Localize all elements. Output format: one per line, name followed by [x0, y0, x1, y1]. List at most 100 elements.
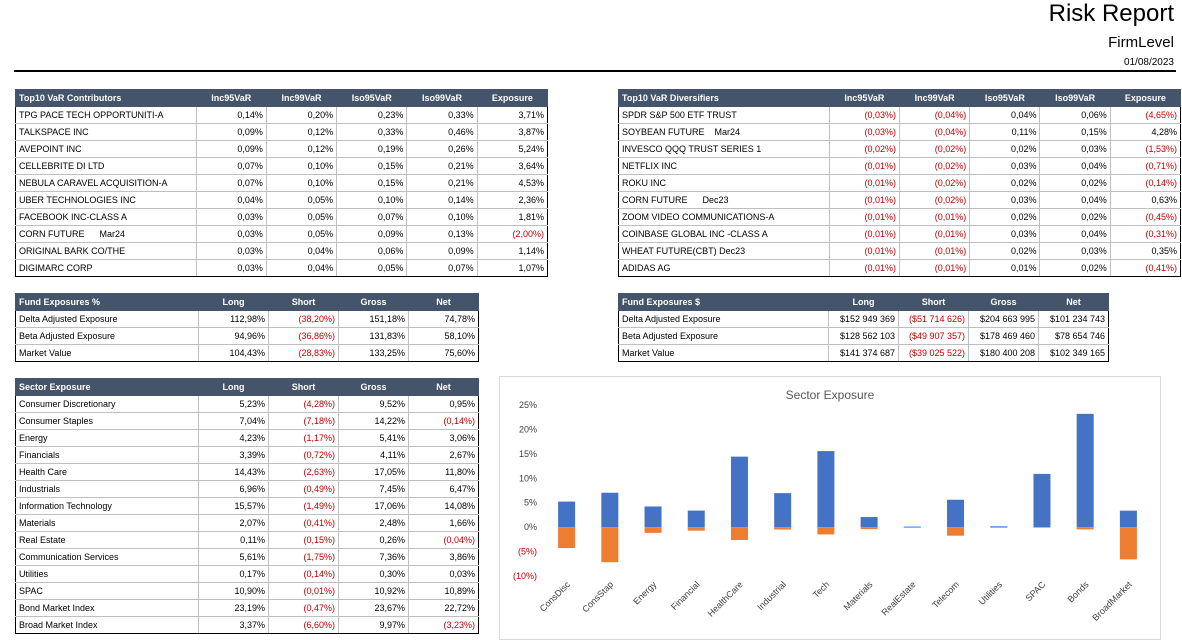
table-row: Information Technology 15,57% (1,49%) 17,06…: [15, 497, 479, 515]
x-tick-label: Utilities: [977, 579, 1005, 607]
table-cell: 2,48%: [338, 514, 409, 532]
table-row: AVEPOINT INC 0,09% 0,12% 0,19% 0,26% 5,24%: [15, 140, 549, 158]
x-tick-label: Energy: [631, 579, 659, 607]
table-cell: 0,21%: [406, 174, 478, 192]
table-cell: 0,02%: [1039, 259, 1111, 277]
table-cell: (2,63%): [268, 463, 339, 481]
table-cell: (4,65%): [1109, 106, 1182, 124]
table-cell: 0,15%: [1039, 123, 1111, 141]
bar-short: [601, 527, 619, 563]
table-cell: 0,05%: [265, 225, 338, 243]
table-cell: 0,02%: [969, 140, 1041, 158]
table-cell: 9,97%: [338, 616, 409, 634]
row-label: Market Value: [15, 344, 199, 362]
table-cell: 0,07%: [195, 174, 267, 192]
row-label: Broad Market Index: [15, 616, 199, 634]
column-header: Gross: [338, 378, 409, 396]
row-label: SOYBEAN FUTURE Mar24: [618, 123, 830, 141]
table-cell: 1,14%: [476, 242, 549, 260]
column-header: Net: [408, 293, 479, 311]
row-label: AVEPOINT INC: [15, 140, 197, 158]
table-cell: (0,15%): [268, 531, 339, 549]
bar-short: [687, 527, 705, 531]
column-header: Short: [268, 293, 339, 311]
table-cell: 0,30%: [338, 565, 409, 583]
table-row: ZOOM VIDEO COMMUNICATIONS-A (0,01%) (0,01%…: [618, 208, 1182, 226]
row-label: COINBASE GLOBAL INC -CLASS A: [618, 225, 830, 243]
table-cell: (0,01%): [828, 242, 900, 260]
table-cell: 0,95%: [408, 395, 479, 413]
table-cell: 0,03%: [195, 208, 267, 226]
table-cell: 7,04%: [198, 412, 269, 430]
table-cell: 74,78%: [408, 310, 479, 328]
bar-long: [903, 526, 921, 528]
table-cell: 4,23%: [198, 429, 269, 447]
y-tick-label: 10%: [519, 473, 537, 483]
table-cell: 0,12%: [265, 123, 338, 141]
table-cell: 0,04%: [1039, 157, 1111, 175]
table-cell: 0,05%: [336, 259, 408, 277]
row-label: ORIGINAL BARK CO/THE: [15, 242, 197, 260]
column-header: Exposure: [1109, 89, 1182, 107]
table-cell: (0,03%): [828, 123, 900, 141]
bar-short: [990, 527, 1008, 528]
table-cell: $128 562 103: [828, 327, 899, 345]
table-cell: 1,66%: [408, 514, 479, 532]
row-label: Materials: [15, 514, 199, 532]
bar-long: [558, 501, 576, 528]
table-cell: 0,03%: [1039, 140, 1111, 158]
x-tick-label: Industrial: [755, 579, 788, 612]
bar-long: [860, 517, 878, 528]
row-label: Information Technology: [15, 497, 199, 515]
table-cell: 112,98%: [198, 310, 269, 328]
table-cell: 7,45%: [338, 480, 409, 498]
table-cell: (36,86%): [268, 327, 339, 345]
table-cell: 14,08%: [408, 497, 479, 515]
table-cell: (7,18%): [268, 412, 339, 430]
table-cell: (0,01%): [898, 208, 971, 226]
row-label: CORN FUTURE Dec23: [618, 191, 830, 209]
chart-title: Sector Exposure: [786, 388, 875, 402]
table-cell: 0,11%: [198, 531, 269, 549]
table-cell: 131,83%: [338, 327, 409, 345]
table-cell: $152 949 369: [828, 310, 899, 328]
table-row: TALKSPACE INC 0,09% 0,12% 0,33% 0,46% 3,87%: [15, 123, 549, 141]
column-header: Exposure: [476, 89, 549, 107]
table-cell: 0,33%: [406, 106, 478, 124]
table-cell: $178 469 460: [968, 327, 1039, 345]
table-cell: 0,13%: [406, 225, 478, 243]
bar-long: [947, 499, 965, 528]
table-cell: (0,14%): [408, 412, 479, 430]
bar-short: [860, 527, 878, 530]
table-cell: 11,80%: [408, 463, 479, 481]
table-cell: (0,31%): [1109, 225, 1182, 243]
table-cell: (0,01%): [898, 259, 971, 277]
row-label: CORN FUTURE Mar24: [15, 225, 197, 243]
sector-exposure-chart: Sector Exposure 25% 20% 15% 10% 5% 0% (5%) (10%…: [499, 376, 1161, 640]
row-label: Communication Services: [15, 548, 199, 566]
table-cell: 0,03%: [1039, 242, 1111, 260]
bar-long: [990, 526, 1008, 528]
table-cell: (0,01%): [828, 208, 900, 226]
table-cell: 0,03%: [969, 225, 1041, 243]
table-row: Utilities 0,17% (0,14%) 0,30% 0,03%: [15, 565, 479, 583]
table-cell: (0,04%): [898, 123, 971, 141]
table-row: Bond Market Index 23,19% (0,47%) 23,67% 22,7…: [15, 599, 479, 617]
sector-chart-svg: Sector Exposure 25% 20% 15% 10% 5% 0% (5%) (10%…: [513, 388, 1137, 623]
table-cell: 4,28%: [1109, 123, 1182, 141]
table-title: Fund Exposures %: [15, 293, 199, 311]
table-cell: 0,02%: [969, 208, 1041, 226]
table-cell: 75,60%: [408, 344, 479, 362]
table-cell: 5,23%: [198, 395, 269, 413]
table-cell: 3,37%: [198, 616, 269, 634]
table-cell: 17,06%: [338, 497, 409, 515]
table-row: Broad Market Index 3,37% (6,60%) 9,97% (3,23…: [15, 616, 479, 634]
fund-exposures-pct-table: Fund Exposures % Long Short Gross Net Delta A…: [15, 293, 479, 362]
bar-long: [730, 456, 748, 528]
table-row: ADIDAS AG (0,01%) (0,01%) 0,01% 0,02% (0,41%): [618, 259, 1182, 277]
table-cell: 0,06%: [336, 242, 408, 260]
table-row: WHEAT FUTURE(CBT) Dec23 (0,01%) (0,01%) 0,0…: [618, 242, 1182, 260]
table-cell: 0,14%: [406, 191, 478, 209]
bar-long: [1119, 510, 1137, 528]
table-title: Top10 VaR Diversifiers: [618, 89, 830, 107]
